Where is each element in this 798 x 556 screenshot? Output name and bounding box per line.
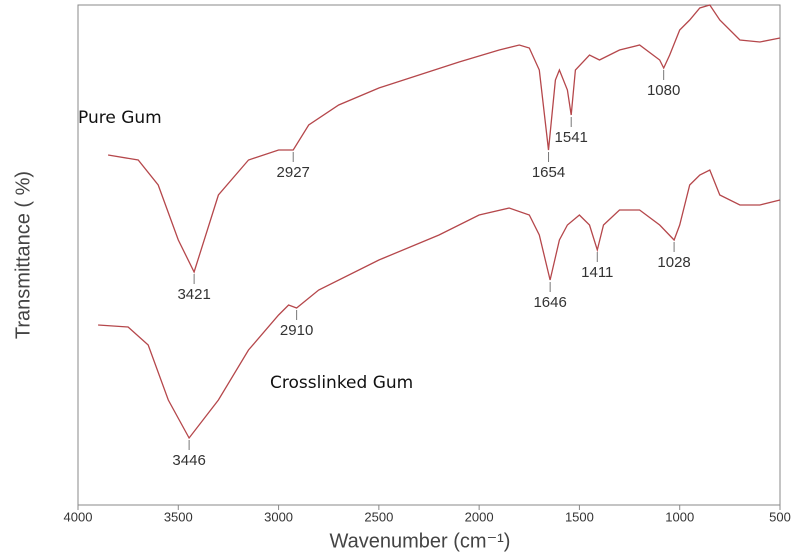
x-tick-label: 4000 [64, 509, 93, 524]
x-tick-label: 500 [769, 509, 791, 524]
series-label: Crosslinked Gum [270, 373, 413, 393]
x-tick-label: 2500 [364, 509, 393, 524]
peak-label: 3421 [177, 286, 210, 303]
spectrum-line [98, 169, 781, 440]
peak-label: 1028 [657, 254, 690, 271]
spectrum-line [107, 4, 781, 274]
series-label: Pure Gum [78, 108, 162, 128]
peak-label: 1541 [555, 129, 588, 146]
peak-label: 2927 [277, 164, 310, 181]
peak-label: 1646 [533, 294, 566, 311]
x-tick-label: 1000 [665, 509, 694, 524]
peak-label: 2910 [280, 322, 313, 339]
x-tick-label: 2000 [465, 509, 494, 524]
peak-label: 1654 [532, 164, 565, 181]
y-axis-title: Transmittance ( %) [12, 171, 34, 339]
plot-frame [77, 4, 781, 506]
x-tick-label: 3000 [264, 509, 293, 524]
peak-label: 3446 [172, 452, 205, 469]
x-tick-label: 1500 [565, 509, 594, 524]
x-axis-title: Wavenumber (cm⁻¹) [330, 530, 511, 552]
peak-label: 1411 [581, 264, 613, 281]
x-tick-label: 3500 [164, 509, 193, 524]
peak-label: 1080 [647, 82, 680, 99]
